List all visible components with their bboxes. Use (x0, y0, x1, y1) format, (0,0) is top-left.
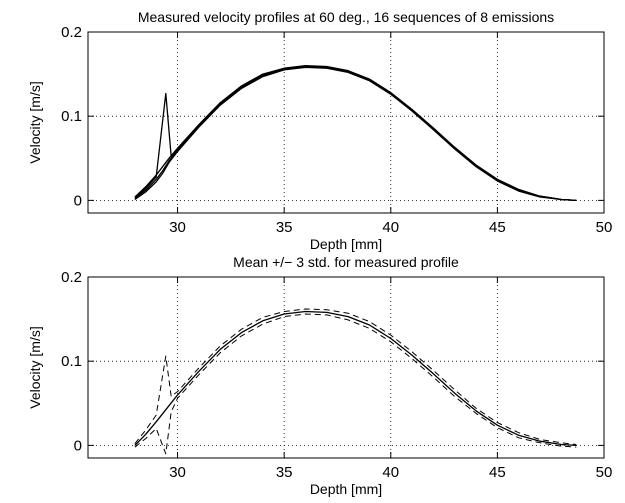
chart-panel-top: 30 35 40 45 50 0 0.1 0.2 Measured velocity prof… (27, 9, 612, 252)
y-axis-label: Velocity [m/s] (27, 81, 43, 163)
y-tick-label: 0.2 (61, 24, 82, 41)
x-tick-label: 35 (276, 219, 293, 236)
series-group (134, 65, 577, 202)
x-tick-label: 45 (489, 219, 506, 236)
chart-panel-bottom: 30 35 40 45 50 0 0.1 0.2 Mean +/− 3 std. for me… (27, 254, 612, 497)
std-bound-line-1 (134, 308, 577, 445)
x-tick-label: 50 (596, 464, 613, 481)
y-tick-label: 0.1 (61, 353, 82, 370)
x-axis-label: Depth [mm] (310, 481, 382, 497)
y-tick-label: 0.1 (61, 108, 82, 125)
plot-frame (87, 31, 605, 214)
velocity-profile-line-3 (134, 65, 577, 202)
x-tick-label: 40 (382, 219, 399, 236)
y-tick-label: 0 (74, 437, 82, 454)
series-group (134, 308, 577, 455)
y-tick-label: 0.2 (61, 269, 82, 286)
velocity-profile-line-0 (134, 65, 577, 202)
chart-title: Measured velocity profiles at 60 deg., 1… (138, 9, 554, 25)
velocity-profile-line-1 (134, 65, 577, 202)
x-tick-label: 35 (276, 464, 293, 481)
gridlines (88, 276, 605, 458)
std-bound-line-2 (134, 313, 577, 455)
x-tick-label: 30 (169, 219, 186, 236)
ticks: 30 35 40 45 50 0 0.1 0.2 (61, 24, 612, 236)
y-tick-label: 0 (74, 192, 82, 209)
plot-frame (87, 276, 605, 459)
x-tick-label: 50 (596, 219, 613, 236)
chart-title: Mean +/− 3 std. for measured profile (233, 254, 459, 270)
x-tick-label: 30 (169, 464, 186, 481)
ticks: 30 35 40 45 50 0 0.1 0.2 (61, 269, 612, 481)
x-tick-label: 45 (489, 464, 506, 481)
gridlines (88, 31, 605, 213)
y-axis-label: Velocity [m/s] (27, 326, 43, 408)
x-tick-label: 40 (382, 464, 399, 481)
x-axis-label: Depth [mm] (310, 236, 382, 252)
velocity-profile-line-0 (134, 310, 577, 447)
velocity-profile-line-2 (134, 66, 577, 202)
